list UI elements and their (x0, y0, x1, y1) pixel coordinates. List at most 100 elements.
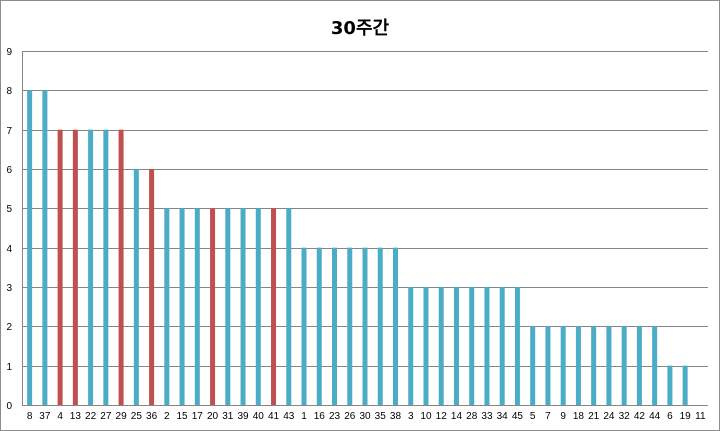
x-tick-label: 24 (603, 411, 615, 422)
bar-43 (286, 208, 292, 405)
x-tick-label: 16 (314, 411, 326, 422)
x-tick-label: 7 (545, 411, 551, 422)
bars (27, 90, 688, 406)
bar-12 (438, 287, 444, 405)
x-tick-label: 11 (695, 411, 706, 422)
x-tick-label: 26 (344, 411, 356, 422)
x-tick-label: 37 (39, 411, 51, 422)
x-tick-label: 15 (177, 411, 189, 422)
bar-38 (392, 247, 398, 405)
x-tick-label: 2 (164, 411, 170, 422)
x-tick-label: 4 (57, 411, 63, 422)
bar-10 (423, 287, 429, 405)
bar-5 (530, 326, 536, 405)
bar-22 (88, 129, 94, 406)
bar-28 (469, 287, 475, 405)
y-tick-label: 9 (6, 47, 12, 58)
x-tick-label: 42 (634, 411, 646, 422)
bar-45 (514, 287, 520, 405)
x-tick-label: 13 (70, 411, 82, 422)
bar-7 (545, 326, 551, 405)
x-tick-label: 27 (100, 411, 112, 422)
y-tick-label: 0 (6, 401, 12, 412)
x-tick-label: 21 (588, 411, 600, 422)
bar-40 (255, 208, 261, 405)
x-tick-label: 39 (237, 411, 249, 422)
x-tick-label: 36 (146, 411, 158, 422)
x-tick-label: 18 (573, 411, 585, 422)
y-tick-label: 7 (6, 126, 12, 137)
x-tick-label: 34 (497, 411, 509, 422)
x-tick-label: 43 (283, 411, 295, 422)
y-tick-label: 4 (6, 244, 12, 255)
bar-33 (484, 287, 490, 405)
bar-25 (133, 169, 139, 405)
y-tick-label: 8 (6, 86, 12, 97)
bar-14 (453, 287, 459, 405)
x-tick-label: 23 (329, 411, 341, 422)
bar-2 (164, 208, 170, 405)
y-tick-label: 1 (6, 362, 12, 373)
bar-24 (606, 326, 612, 405)
bar-6 (667, 365, 673, 405)
x-tick-label: 1 (301, 411, 307, 422)
bar-35 (377, 247, 383, 405)
x-tick-label: 6 (667, 411, 673, 422)
x-tick-label: 33 (481, 411, 493, 422)
x-tick-label: 3 (408, 411, 414, 422)
bar-23 (332, 247, 338, 405)
x-tick-label: 44 (649, 411, 661, 422)
x-tick-label: 17 (192, 411, 204, 422)
bar-20 (210, 208, 216, 405)
bar-39 (240, 208, 246, 405)
bar-4 (57, 129, 63, 406)
bar-19 (682, 365, 688, 405)
bar-9 (560, 326, 566, 405)
bar-3 (408, 287, 414, 405)
bar-1 (301, 247, 307, 405)
x-tick-label: 9 (560, 411, 566, 422)
x-tick-label: 28 (466, 411, 478, 422)
bar-17 (194, 208, 200, 405)
bar-15 (179, 208, 185, 405)
y-tick-label: 5 (6, 204, 12, 215)
y-tick-label: 2 (6, 322, 12, 333)
x-tick-label: 29 (116, 411, 128, 422)
bar-26 (347, 247, 353, 405)
bar-29 (118, 129, 124, 406)
x-tick-label: 45 (512, 411, 524, 422)
bar-27 (103, 129, 109, 406)
x-tick-label: 19 (680, 411, 692, 422)
bar-42 (636, 326, 642, 405)
x-tick-label: 5 (530, 411, 536, 422)
x-tick-label: 20 (207, 411, 219, 422)
x-tick-label: 38 (390, 411, 402, 422)
x-tick-label: 14 (451, 411, 463, 422)
y-tick-label: 3 (6, 283, 12, 294)
x-tick-label: 8 (27, 411, 33, 422)
bar-31 (225, 208, 231, 405)
x-tick-label: 31 (222, 411, 234, 422)
bar-21 (591, 326, 597, 405)
chart-title: 30주간 (330, 18, 390, 39)
x-axis-ticks: 8 37 4 13 22 27 29 25 36 2 15 17 20 31 39 40 41 43 1 16 23 26… (27, 411, 706, 422)
bar-30 (362, 247, 368, 405)
bar-16 (316, 247, 322, 405)
x-tick-label: 30 (359, 411, 371, 422)
bar-34 (499, 287, 505, 405)
x-tick-label: 22 (85, 411, 97, 422)
x-tick-label: 25 (131, 411, 143, 422)
x-tick-label: 40 (253, 411, 265, 422)
x-tick-label: 41 (268, 411, 280, 422)
bar-41 (271, 208, 277, 405)
y-tick-label: 6 (6, 165, 12, 176)
bar-13 (72, 129, 78, 406)
y-axis-ticks: 0 1 2 3 4 5 6 7 8 9 (6, 47, 12, 412)
bar-36 (149, 169, 155, 405)
bar-44 (652, 326, 658, 405)
x-tick-label: 35 (375, 411, 387, 422)
bar-32 (621, 326, 627, 405)
bar-18 (575, 326, 581, 405)
x-tick-label: 32 (619, 411, 631, 422)
